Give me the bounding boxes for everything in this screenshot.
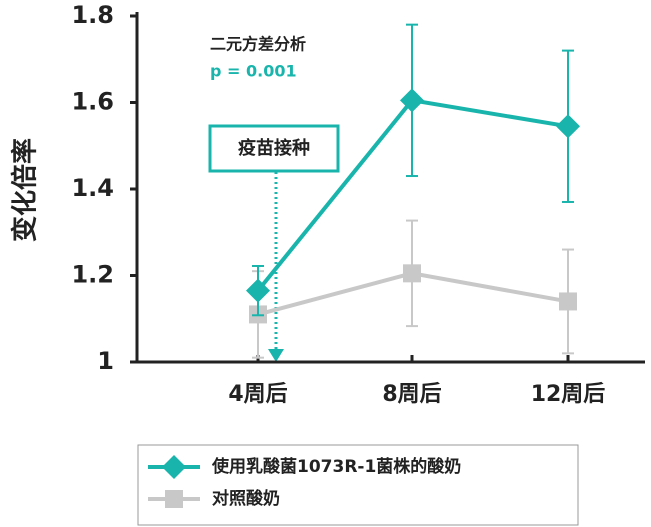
annotation: 二元方差分析 <box>210 35 306 54</box>
data-point <box>246 278 270 303</box>
legend <box>137 444 579 526</box>
data-point <box>400 88 424 113</box>
y-tick-label: 1.2 <box>71 261 114 289</box>
legend-marker <box>165 490 183 508</box>
event-box <box>208 124 340 173</box>
y-tick-label: 1 <box>97 347 114 375</box>
x-tick-label: 4周后 <box>228 382 287 407</box>
y-tick-label: 1.8 <box>71 1 114 29</box>
y-tick-label: 1.4 <box>71 174 114 202</box>
y-axis-label: 变化倍率 <box>10 138 41 242</box>
x-tick-label: 12周后 <box>531 382 606 407</box>
y-tick-label: 1.6 <box>71 88 114 116</box>
p-value: p = 0.001 <box>210 62 297 81</box>
data-point <box>403 264 421 283</box>
arrow-head <box>268 349 284 362</box>
data-point <box>559 292 577 311</box>
data-point <box>556 114 580 139</box>
legend-marker <box>162 455 186 479</box>
x-tick-label: 8周后 <box>382 382 441 407</box>
event-label: 疫苗接种 <box>238 137 310 159</box>
legend-label: 对照酸奶 <box>212 488 280 509</box>
legend-label: 使用乳酸菌1073R-1菌株的酸奶 <box>211 456 461 477</box>
